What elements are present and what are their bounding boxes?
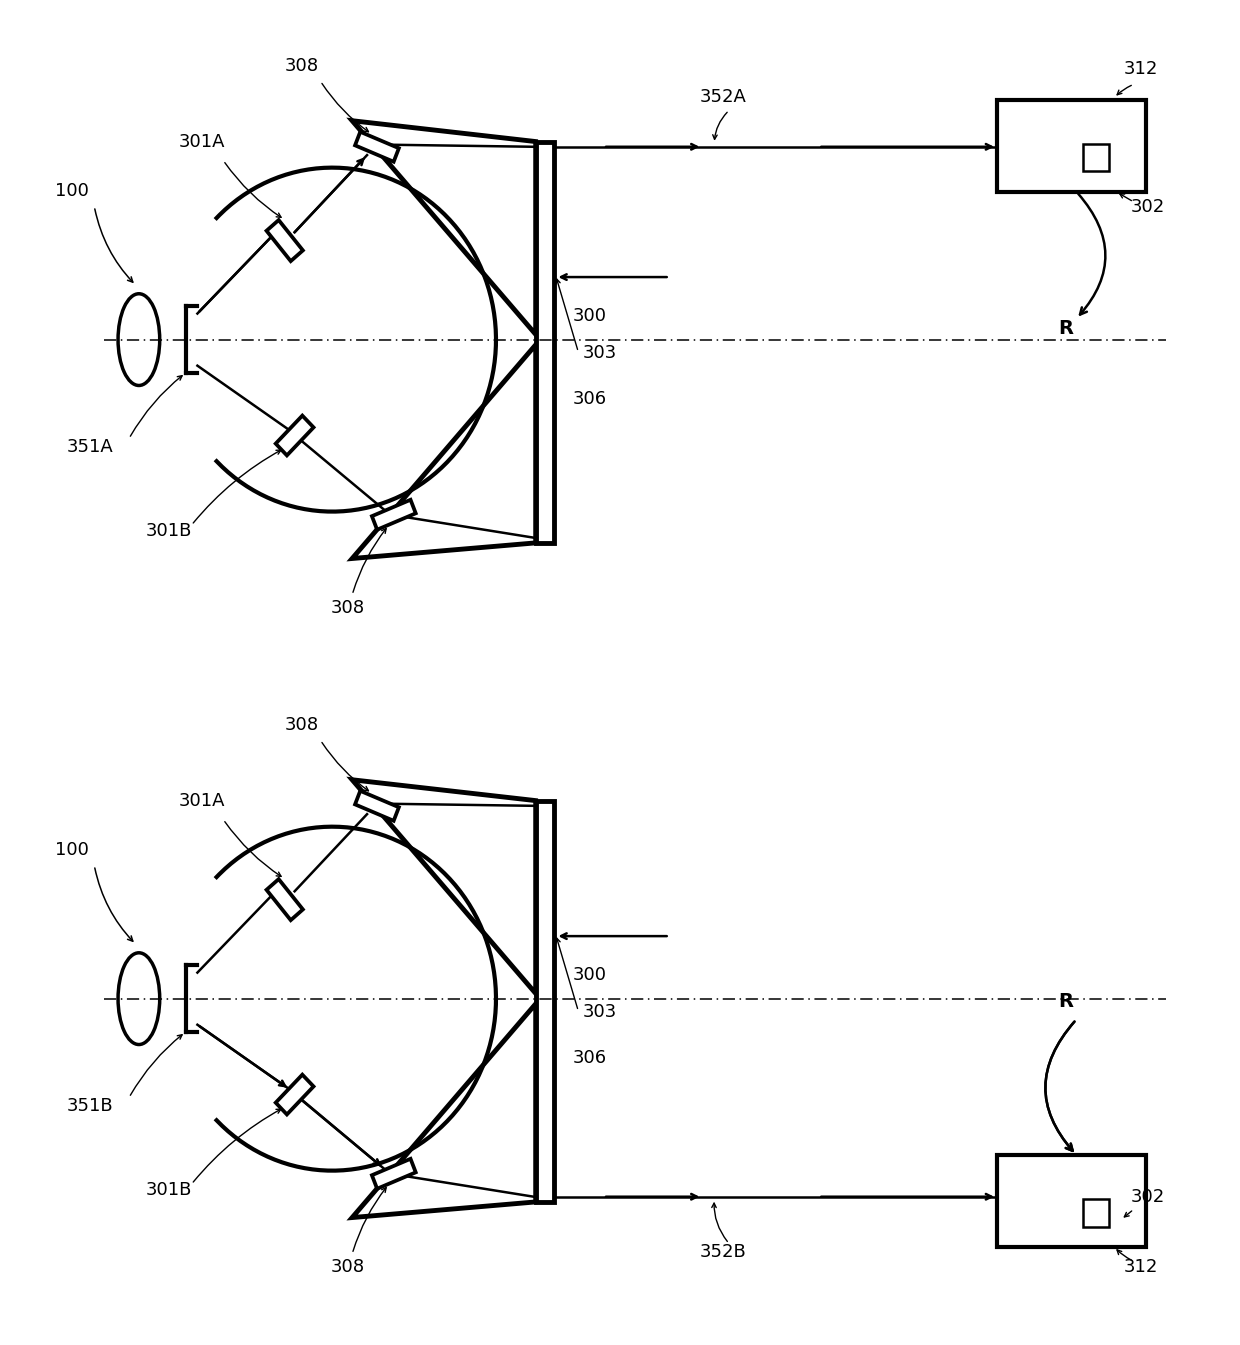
Text: 312: 312: [1123, 59, 1158, 78]
Polygon shape: [372, 1159, 415, 1189]
Bar: [1084, 1200, 1109, 1227]
Bar: [536, 141, 553, 543]
Text: 308: 308: [285, 56, 319, 75]
Text: R: R: [1059, 319, 1074, 339]
Text: 302: 302: [1131, 199, 1166, 217]
Text: 301A: 301A: [179, 792, 226, 810]
Text: 301B: 301B: [146, 1181, 192, 1198]
Polygon shape: [267, 221, 303, 261]
Text: 303: 303: [583, 344, 616, 362]
Text: 300: 300: [573, 966, 606, 985]
Polygon shape: [275, 1075, 314, 1115]
Polygon shape: [352, 780, 536, 994]
Text: 351A: 351A: [67, 438, 113, 456]
Text: 100: 100: [55, 182, 88, 200]
Text: 301B: 301B: [146, 522, 192, 539]
Text: 352A: 352A: [699, 87, 746, 106]
Bar: [536, 800, 553, 1202]
Bar: [997, 1155, 1146, 1247]
Bar: [997, 100, 1146, 191]
Polygon shape: [352, 344, 536, 558]
Text: 302: 302: [1131, 1188, 1166, 1206]
Text: 308: 308: [330, 599, 365, 617]
Polygon shape: [355, 132, 399, 161]
Polygon shape: [267, 880, 303, 920]
Text: R: R: [1059, 993, 1074, 1011]
Text: 308: 308: [285, 716, 319, 734]
Text: 306: 306: [573, 1049, 606, 1068]
Polygon shape: [372, 500, 415, 530]
Text: 351B: 351B: [67, 1098, 113, 1115]
Text: 300: 300: [573, 307, 606, 325]
Polygon shape: [355, 791, 399, 820]
Polygon shape: [275, 416, 314, 456]
Text: 100: 100: [55, 841, 88, 859]
Text: 308: 308: [330, 1258, 365, 1276]
Text: 352B: 352B: [699, 1243, 746, 1262]
Text: 306: 306: [573, 390, 606, 409]
Bar: [1084, 144, 1109, 171]
Text: 303: 303: [583, 1003, 616, 1021]
Polygon shape: [352, 1003, 536, 1217]
Text: 301A: 301A: [179, 133, 226, 151]
Text: 312: 312: [1123, 1258, 1158, 1276]
Polygon shape: [352, 121, 536, 335]
